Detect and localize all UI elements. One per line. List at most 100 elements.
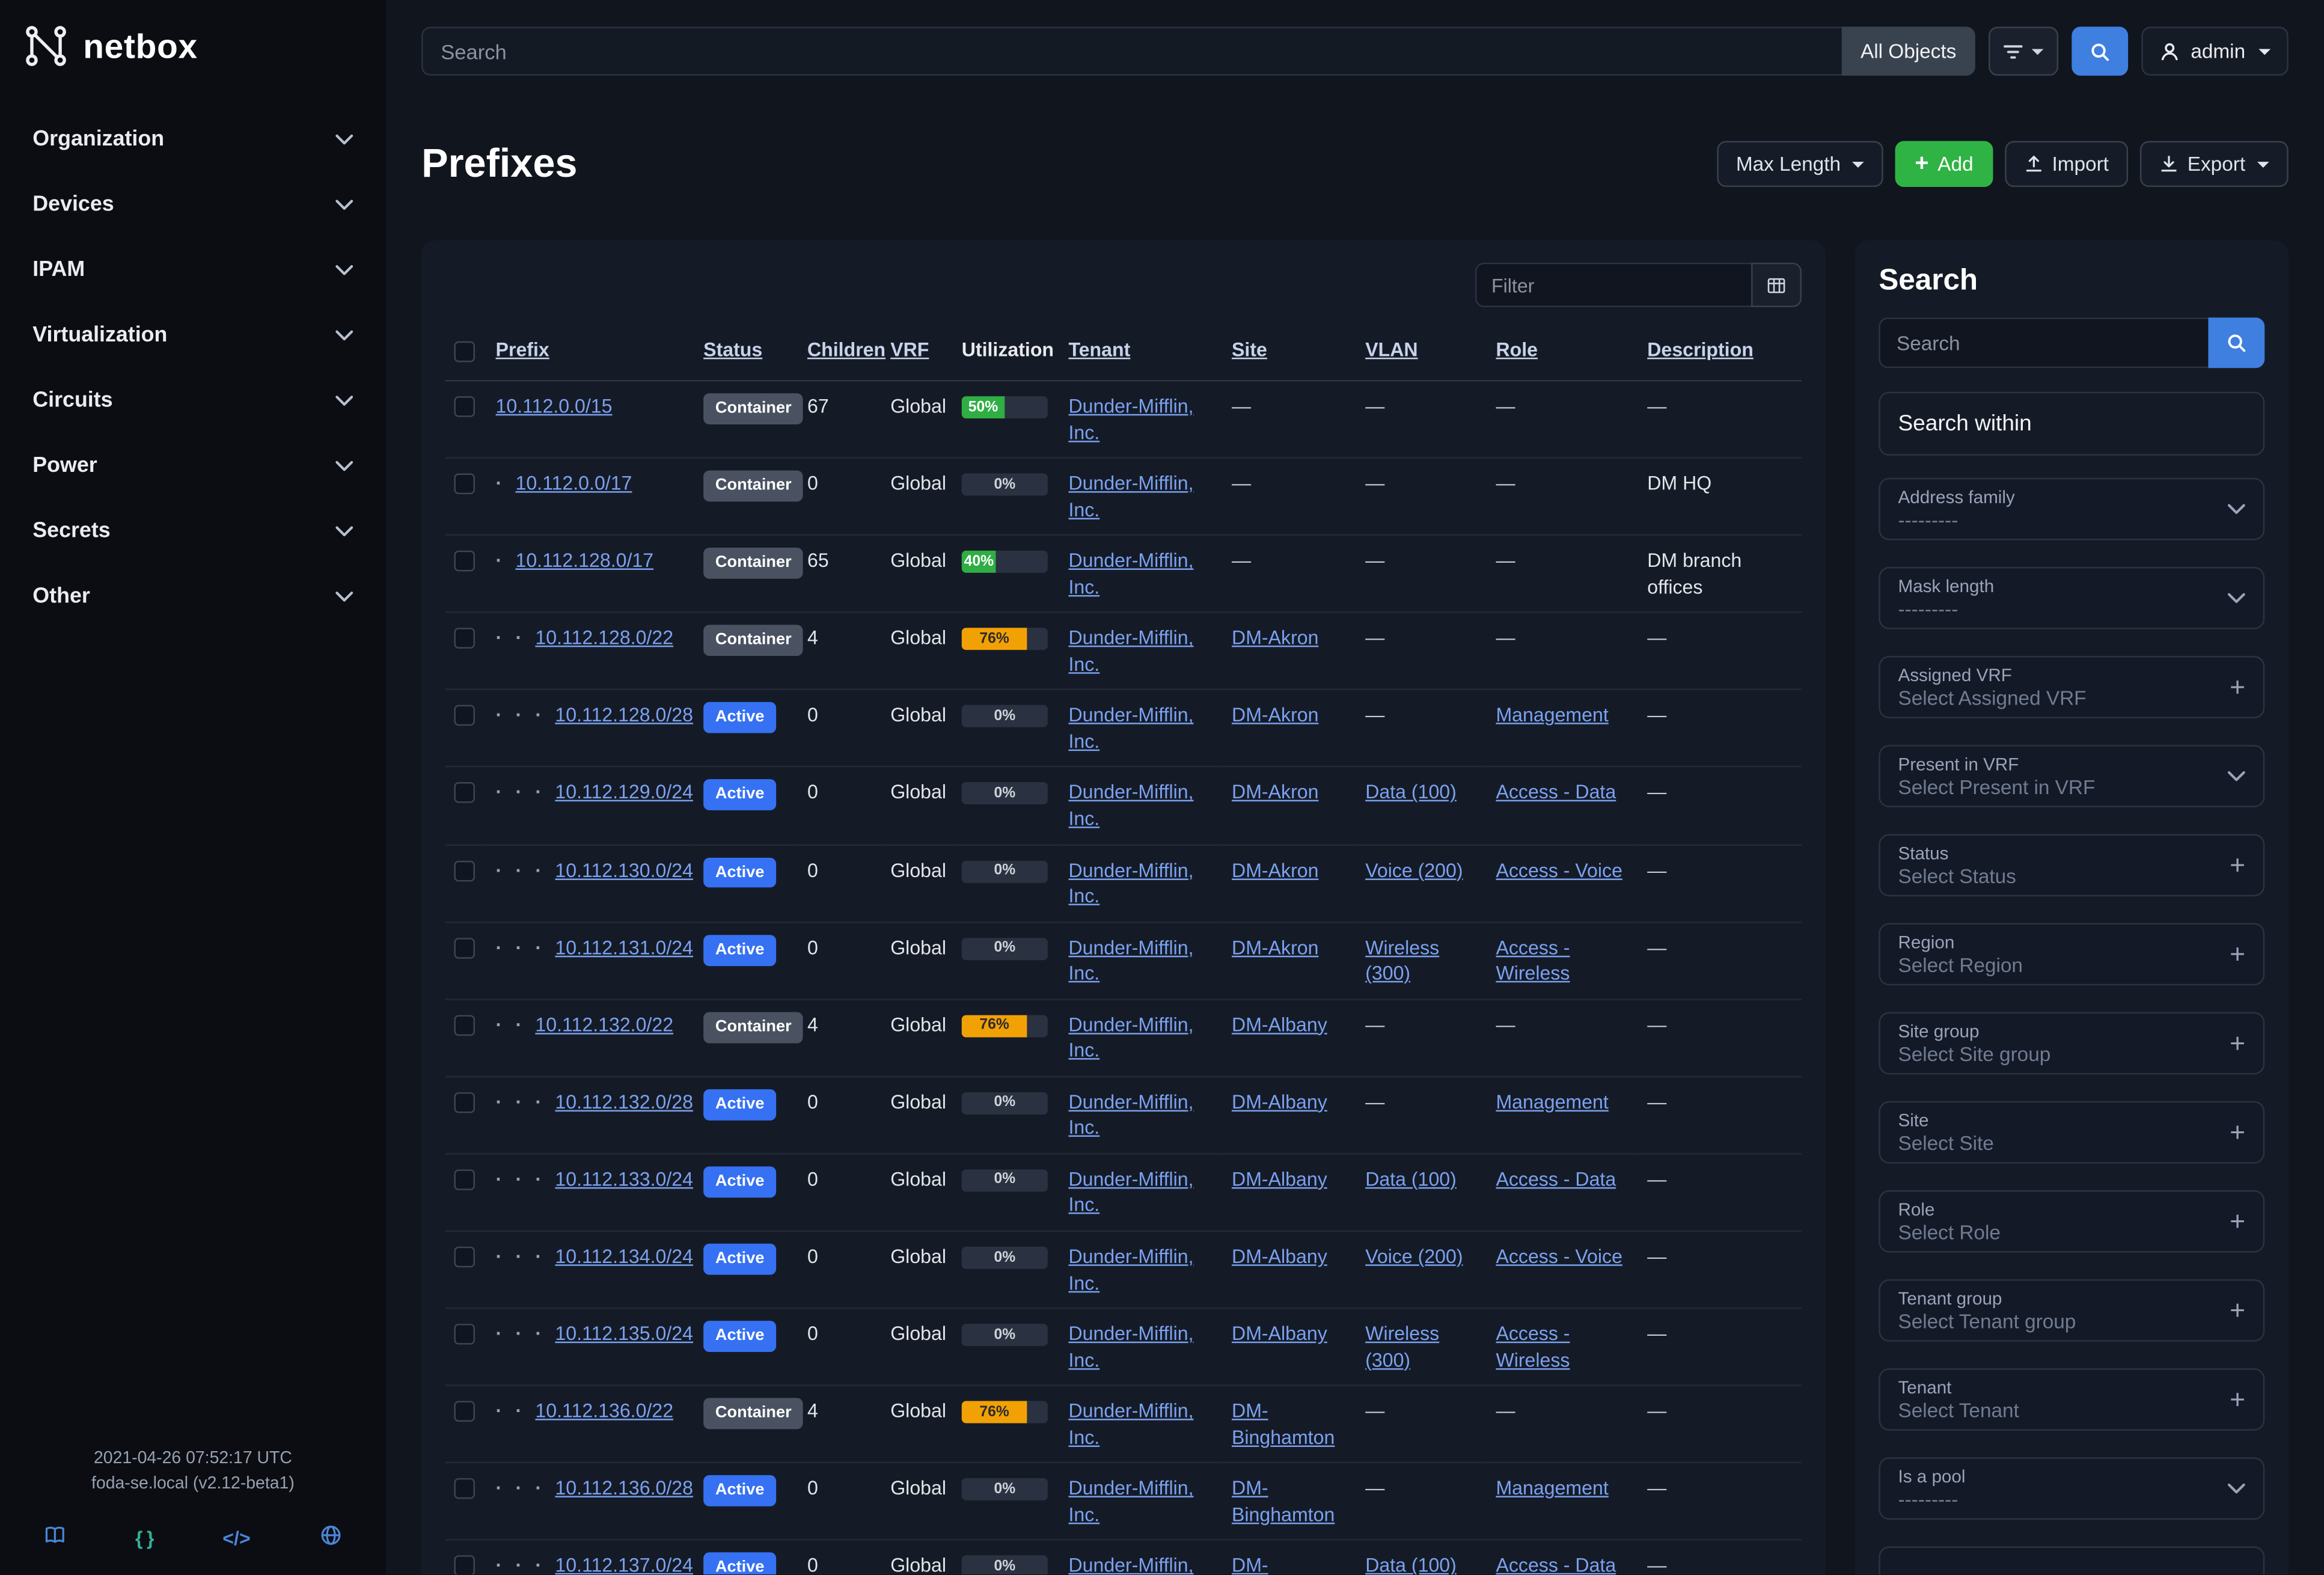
import-button[interactable]: Import [2004,141,2129,188]
vlan-link[interactable]: Data (100) [1365,781,1457,804]
role-link[interactable]: Access - Data [1496,1554,1616,1575]
site-link[interactable]: DM-Albany [1232,1090,1327,1113]
prefix-link[interactable]: 10.112.136.0/22 [535,1399,674,1422]
prefix-link[interactable]: 10.112.133.0/24 [555,1167,693,1190]
site-link[interactable]: DM-Akron [1232,781,1319,804]
site-link[interactable]: DM-Albany [1232,1245,1327,1268]
tenant-link[interactable]: Dunder-Mifflin, Inc. [1068,858,1194,907]
sidebar-item-other[interactable]: Other [23,564,362,629]
prefix-link[interactable]: 10.112.134.0/24 [555,1245,693,1268]
column-sort-link[interactable]: Description [1647,338,1754,361]
role-link[interactable]: Access - Wireless [1496,935,1570,985]
vlan-link[interactable]: Voice (200) [1365,858,1463,881]
table-config-button[interactable] [1751,262,1802,308]
panel-search-input[interactable] [1879,317,2209,369]
prefix-link[interactable]: 10.112.0.0/17 [515,472,632,495]
prefix-link[interactable]: 10.112.128.0/22 [535,626,674,649]
prefix-link[interactable]: 10.112.132.0/22 [535,1013,674,1036]
site-link[interactable]: DM-Akron [1232,935,1319,958]
column-sort-link[interactable]: Tenant [1068,338,1131,361]
row-checkbox[interactable] [454,783,475,804]
row-checkbox[interactable] [454,937,475,958]
tenant-link[interactable]: Dunder-Mifflin, Inc. [1068,1090,1194,1139]
rest-api-braces-icon[interactable]: { } [135,1527,154,1550]
filter-field-status[interactable]: Status Select Status + [1879,834,2265,897]
role-link[interactable]: Access - Data [1496,1167,1616,1190]
prefix-link[interactable]: 10.112.135.0/24 [555,1322,693,1345]
tenant-link[interactable]: Dunder-Mifflin, Inc. [1068,1167,1194,1217]
tenant-link[interactable]: Dunder-Mifflin, Inc. [1068,1322,1194,1371]
filter-field-role[interactable]: Role Select Role + [1879,1190,2265,1253]
row-checkbox[interactable] [454,396,475,417]
row-checkbox[interactable] [454,1092,475,1113]
row-checkbox[interactable] [454,860,475,881]
tenant-link[interactable]: Dunder-Mifflin, Inc. [1068,704,1194,753]
user-menu-button[interactable]: admin [2141,26,2289,76]
filter-field-region[interactable]: Region Select Region + [1879,923,2265,986]
prefix-link[interactable]: 10.112.0.0/15 [495,394,613,417]
tenant-link[interactable]: Dunder-Mifflin, Inc. [1068,394,1194,444]
row-checkbox[interactable] [454,551,475,572]
site-link[interactable]: DM-Binghamton [1232,1554,1268,1575]
role-link[interactable]: Management [1496,1090,1609,1113]
column-sort-link[interactable]: Status [703,338,763,361]
prefix-link[interactable]: 10.112.136.0/28 [555,1477,693,1500]
sidebar-item-devices[interactable]: Devices [23,172,362,237]
tenant-link[interactable]: Dunder-Mifflin, Inc. [1068,626,1194,675]
row-checkbox[interactable] [454,1324,475,1345]
sidebar-item-ipam[interactable]: IPAM [23,237,362,303]
vlan-link[interactable]: Wireless (300) [1365,1322,1440,1371]
global-search-button[interactable] [2072,26,2129,76]
max-length-button[interactable]: Max Length [1716,141,1884,188]
column-sort-link[interactable]: Role [1496,338,1538,361]
filter-field-tenant-group[interactable]: Tenant group Select Tenant group + [1879,1279,2265,1342]
sidebar-item-secrets[interactable]: Secrets [23,498,362,564]
source-code-icon[interactable]: </> [222,1527,251,1550]
site-link[interactable]: DM-Albany [1232,1322,1327,1345]
filter-field-tenant[interactable]: Tenant Select Tenant + [1879,1368,2265,1431]
tenant-link[interactable]: Dunder-Mifflin, Inc. [1068,1477,1194,1526]
row-checkbox[interactable] [454,1014,475,1036]
role-link[interactable]: Access - Data [1496,781,1616,804]
site-link[interactable]: DM-Akron [1232,704,1319,727]
prefix-link[interactable]: 10.112.129.0/24 [555,781,693,804]
prefix-link[interactable]: 10.112.130.0/24 [555,858,693,881]
tenant-link[interactable]: Dunder-Mifflin, Inc. [1068,472,1194,521]
site-link[interactable]: DM-Akron [1232,626,1319,649]
row-checkbox[interactable] [454,1169,475,1190]
filter-field-present-in-vrf[interactable]: Present in VRF Select Present in VRF [1879,745,2265,807]
tenant-link[interactable]: Dunder-Mifflin, Inc. [1068,1013,1194,1062]
column-sort-link[interactable]: VRF [890,338,929,361]
row-checkbox[interactable] [454,1401,475,1422]
column-sort-link[interactable]: Prefix [495,338,549,361]
tenant-link[interactable]: Dunder-Mifflin, Inc. [1068,1554,1194,1575]
site-link[interactable]: DM-Albany [1232,1013,1327,1036]
select-all-checkbox[interactable] [454,341,475,362]
search-scope[interactable]: All Objects [1841,26,1976,76]
column-sort-link[interactable]: Site [1232,338,1267,361]
tenant-link[interactable]: Dunder-Mifflin, Inc. [1068,935,1194,985]
role-link[interactable]: Management [1496,704,1609,727]
row-checkbox[interactable] [454,705,475,727]
vlan-link[interactable]: Data (100) [1365,1554,1457,1575]
vlan-link[interactable]: Data (100) [1365,1167,1457,1190]
add-button[interactable]: + Add [1895,141,1993,188]
search-filter-button[interactable] [1989,26,2059,76]
site-link[interactable]: DM-Albany [1232,1167,1327,1190]
column-sort-link[interactable]: Children [807,338,886,361]
filter-field-address-family[interactable]: Address family --------- [1879,477,2265,540]
role-link[interactable]: Access - Wireless [1496,1322,1570,1371]
row-checkbox[interactable] [454,1478,475,1500]
export-button[interactable]: Export [2139,141,2289,188]
prefix-link[interactable]: 10.112.131.0/24 [555,935,693,958]
tenant-link[interactable]: Dunder-Mifflin, Inc. [1068,781,1194,830]
column-sort-link[interactable]: VLAN [1365,338,1418,361]
role-link[interactable]: Access - Voice [1496,858,1622,881]
row-checkbox[interactable] [454,1246,475,1268]
prefix-link[interactable]: 10.112.128.0/28 [555,704,693,727]
prefix-link[interactable]: 10.112.128.0/17 [515,549,654,572]
sidebar-item-power[interactable]: Power [23,433,362,499]
tenant-link[interactable]: Dunder-Mifflin, Inc. [1068,1399,1194,1448]
vlan-link[interactable]: Voice (200) [1365,1245,1463,1268]
site-link[interactable]: DM-Binghamton [1232,1399,1335,1448]
